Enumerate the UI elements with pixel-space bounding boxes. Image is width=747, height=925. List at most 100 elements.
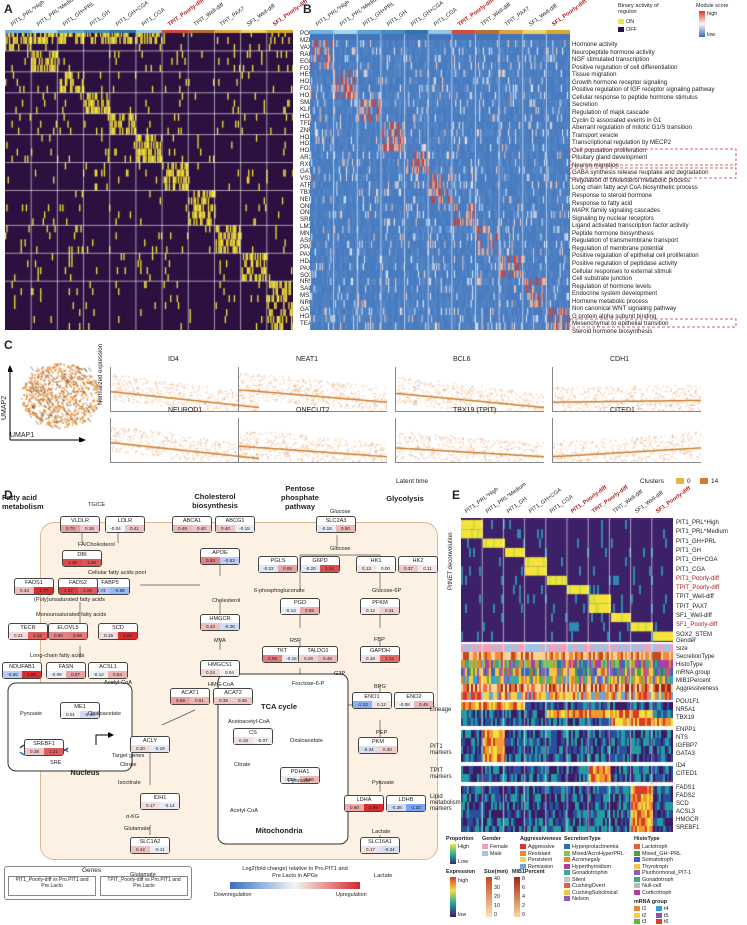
- cluster-14-swatch: [700, 478, 708, 484]
- secretion-label: Gonadotrophin: [572, 870, 608, 876]
- fold-change-value: 1.68: [22, 671, 41, 678]
- expression-plot: [552, 367, 701, 412]
- mib1-tick: 2: [522, 903, 525, 909]
- deconv-row-label: PIT1_GH: [676, 547, 702, 554]
- deconv-row-label: SOX2_STEM: [676, 631, 713, 638]
- term-label: Growth hormone receptor signaling: [572, 78, 668, 86]
- enzyme-name: FASN: [58, 664, 74, 670]
- aggressiveness-item: Resistant: [520, 851, 550, 857]
- secretion-label: CushingOvert: [572, 883, 605, 889]
- metabolite-label: Citrate: [234, 762, 251, 768]
- secretion-item: Hyperprolactinemia: [564, 844, 618, 850]
- annotation-row-label: Gender: [676, 638, 697, 644]
- term-label: Tissue migration: [572, 71, 617, 79]
- fold-change-value: 0.98: [68, 632, 87, 639]
- upregulation-label: Upregulation: [336, 892, 367, 898]
- panel-label-a: A: [4, 2, 13, 16]
- expression-plot: [552, 418, 701, 463]
- secretion-item: Mixed/AcroHyperPRL: [564, 851, 624, 857]
- metabolite-label: HMG-CoA: [208, 682, 234, 688]
- metabolite-label: Glucose: [330, 546, 351, 552]
- expression-low: low: [458, 912, 467, 918]
- enzyme-box: HK1 0.13 0.00: [356, 556, 396, 573]
- pit1-row-label: GATA3: [676, 751, 695, 757]
- metabolite-label: Long-chain fatty acids: [30, 653, 85, 659]
- term-label: Regulation of membrane potential: [572, 244, 664, 252]
- term-label: Mesenchymal to epithelial transition: [572, 320, 669, 328]
- column-label: TPIT_PAX7: [219, 5, 247, 28]
- fold-change-title: Log2(fold change) relative to Pro.PIT1 a…: [242, 866, 348, 879]
- deconv-row-label: PIT1_GH+CGA: [676, 557, 718, 564]
- metabolite-label: Fructose-6-P: [292, 681, 325, 687]
- metabolite-label: Glutamate: [130, 872, 156, 878]
- fold-change-value: -0.12: [89, 671, 108, 678]
- gender-title: Gender: [482, 836, 501, 842]
- term-label: Long chain fatty acyl CoA biosynthetic p…: [572, 184, 698, 192]
- gene-title: CITED1: [610, 407, 635, 414]
- mitochondria-label: Mitochondria: [255, 826, 303, 835]
- aggressiveness-item: Persistent: [520, 857, 552, 863]
- pit1-row-label: ENPP1: [676, 727, 696, 733]
- tpit-row-label: CITED1: [676, 771, 698, 777]
- fold-change-value: -0.19: [150, 745, 169, 752]
- enzyme-box: ENO2 -0.08 0.49: [394, 692, 434, 709]
- metabolite-label: Pyruvate: [372, 780, 395, 786]
- enzyme-box: VLDLR 0.70 0.38: [60, 516, 100, 533]
- size-bar: [486, 877, 492, 917]
- gender-male: Male: [482, 851, 502, 857]
- mib1-title: MIB1Percent: [512, 869, 545, 875]
- enzyme-box: TALDO1 0.29 0.46: [298, 646, 338, 663]
- lineage-row-label: NR5A1: [676, 707, 696, 713]
- gene-label: ATF6B: [300, 182, 319, 189]
- fold-change-value: 0.31: [380, 607, 399, 614]
- gene-title: NEUROD1: [168, 407, 203, 414]
- fold-change-value: -0.14: [160, 802, 179, 809]
- gene-label: PAX7: [300, 250, 316, 258]
- fold-change-value: 0.24: [201, 669, 220, 676]
- fold-change-value: -0.15: [235, 525, 254, 532]
- panel-label-c: C: [4, 338, 13, 352]
- expression-plot: [238, 418, 387, 463]
- enzyme-name: ABCA1: [182, 518, 202, 524]
- gene-label: VAX2: [300, 43, 316, 51]
- aggressiveness-label: Persistent: [528, 857, 552, 863]
- gene-label: EGR3: [300, 57, 317, 65]
- fold-change-value: 1.21: [44, 748, 63, 755]
- secretion-item: Acromegaly: [564, 857, 600, 863]
- male-label: Male: [490, 851, 502, 857]
- metabolite-label: Pyruvate: [288, 778, 311, 784]
- gene-label: ARX: [300, 154, 313, 162]
- fold-change-value: -0.22: [259, 565, 278, 572]
- metabolite-label: Glutamate: [124, 826, 150, 832]
- enzyme-box: APOE 0.93 -0.63: [200, 548, 240, 565]
- header-ppp: Pentose phosphate pathway: [281, 484, 319, 511]
- enzyme-box: ACSL1 -0.12 0.54: [88, 662, 128, 679]
- enzyme-name: HMGCR: [209, 616, 231, 622]
- term-label: Response to fatty acid: [572, 199, 633, 207]
- lipid-row-label: FADS2: [676, 793, 696, 799]
- module-high: high: [707, 11, 718, 17]
- mrna-item: t5: [656, 913, 669, 919]
- secretion-item: Hyperthyroidism: [564, 864, 611, 870]
- tca-cycle-label: TCA cycle: [261, 702, 297, 711]
- panel-label-b: B: [303, 2, 312, 16]
- fold-change-value: 0.50: [300, 776, 319, 783]
- metabolite-label: FBP: [374, 637, 385, 643]
- lipid-row-label: ACSL3: [676, 809, 696, 815]
- enzyme-box: TKT 0.98 -0.16: [262, 646, 302, 663]
- fold-change-value: 0.42: [131, 846, 150, 853]
- fold-change-value: -0.20: [301, 565, 320, 572]
- secretion-item: Silent: [564, 877, 586, 883]
- deconv-row-label: PIT1_Poorly-diff: [676, 575, 719, 582]
- gene-title: CDH1: [610, 356, 630, 363]
- secretion-label: Hyperthyroidism: [572, 863, 611, 870]
- term-label: Regulation of mapk cascade: [572, 108, 649, 116]
- genes-legend-right: TPIT_Poorly-diff vs Pro.PIT1 and Pre.Lac…: [100, 876, 188, 896]
- enzyme-box: HK2 0.37 0.11: [398, 556, 438, 573]
- metabolite-label: R5P: [290, 638, 301, 644]
- gender-female: Female: [482, 844, 508, 850]
- enzyme-name: NDUFAB1: [9, 664, 35, 670]
- enzyme-name: ENO1: [364, 694, 380, 700]
- term-label: MAPK family signaling cascades: [572, 207, 661, 215]
- deconv-group-label: PitNET deconvolution: [448, 532, 454, 590]
